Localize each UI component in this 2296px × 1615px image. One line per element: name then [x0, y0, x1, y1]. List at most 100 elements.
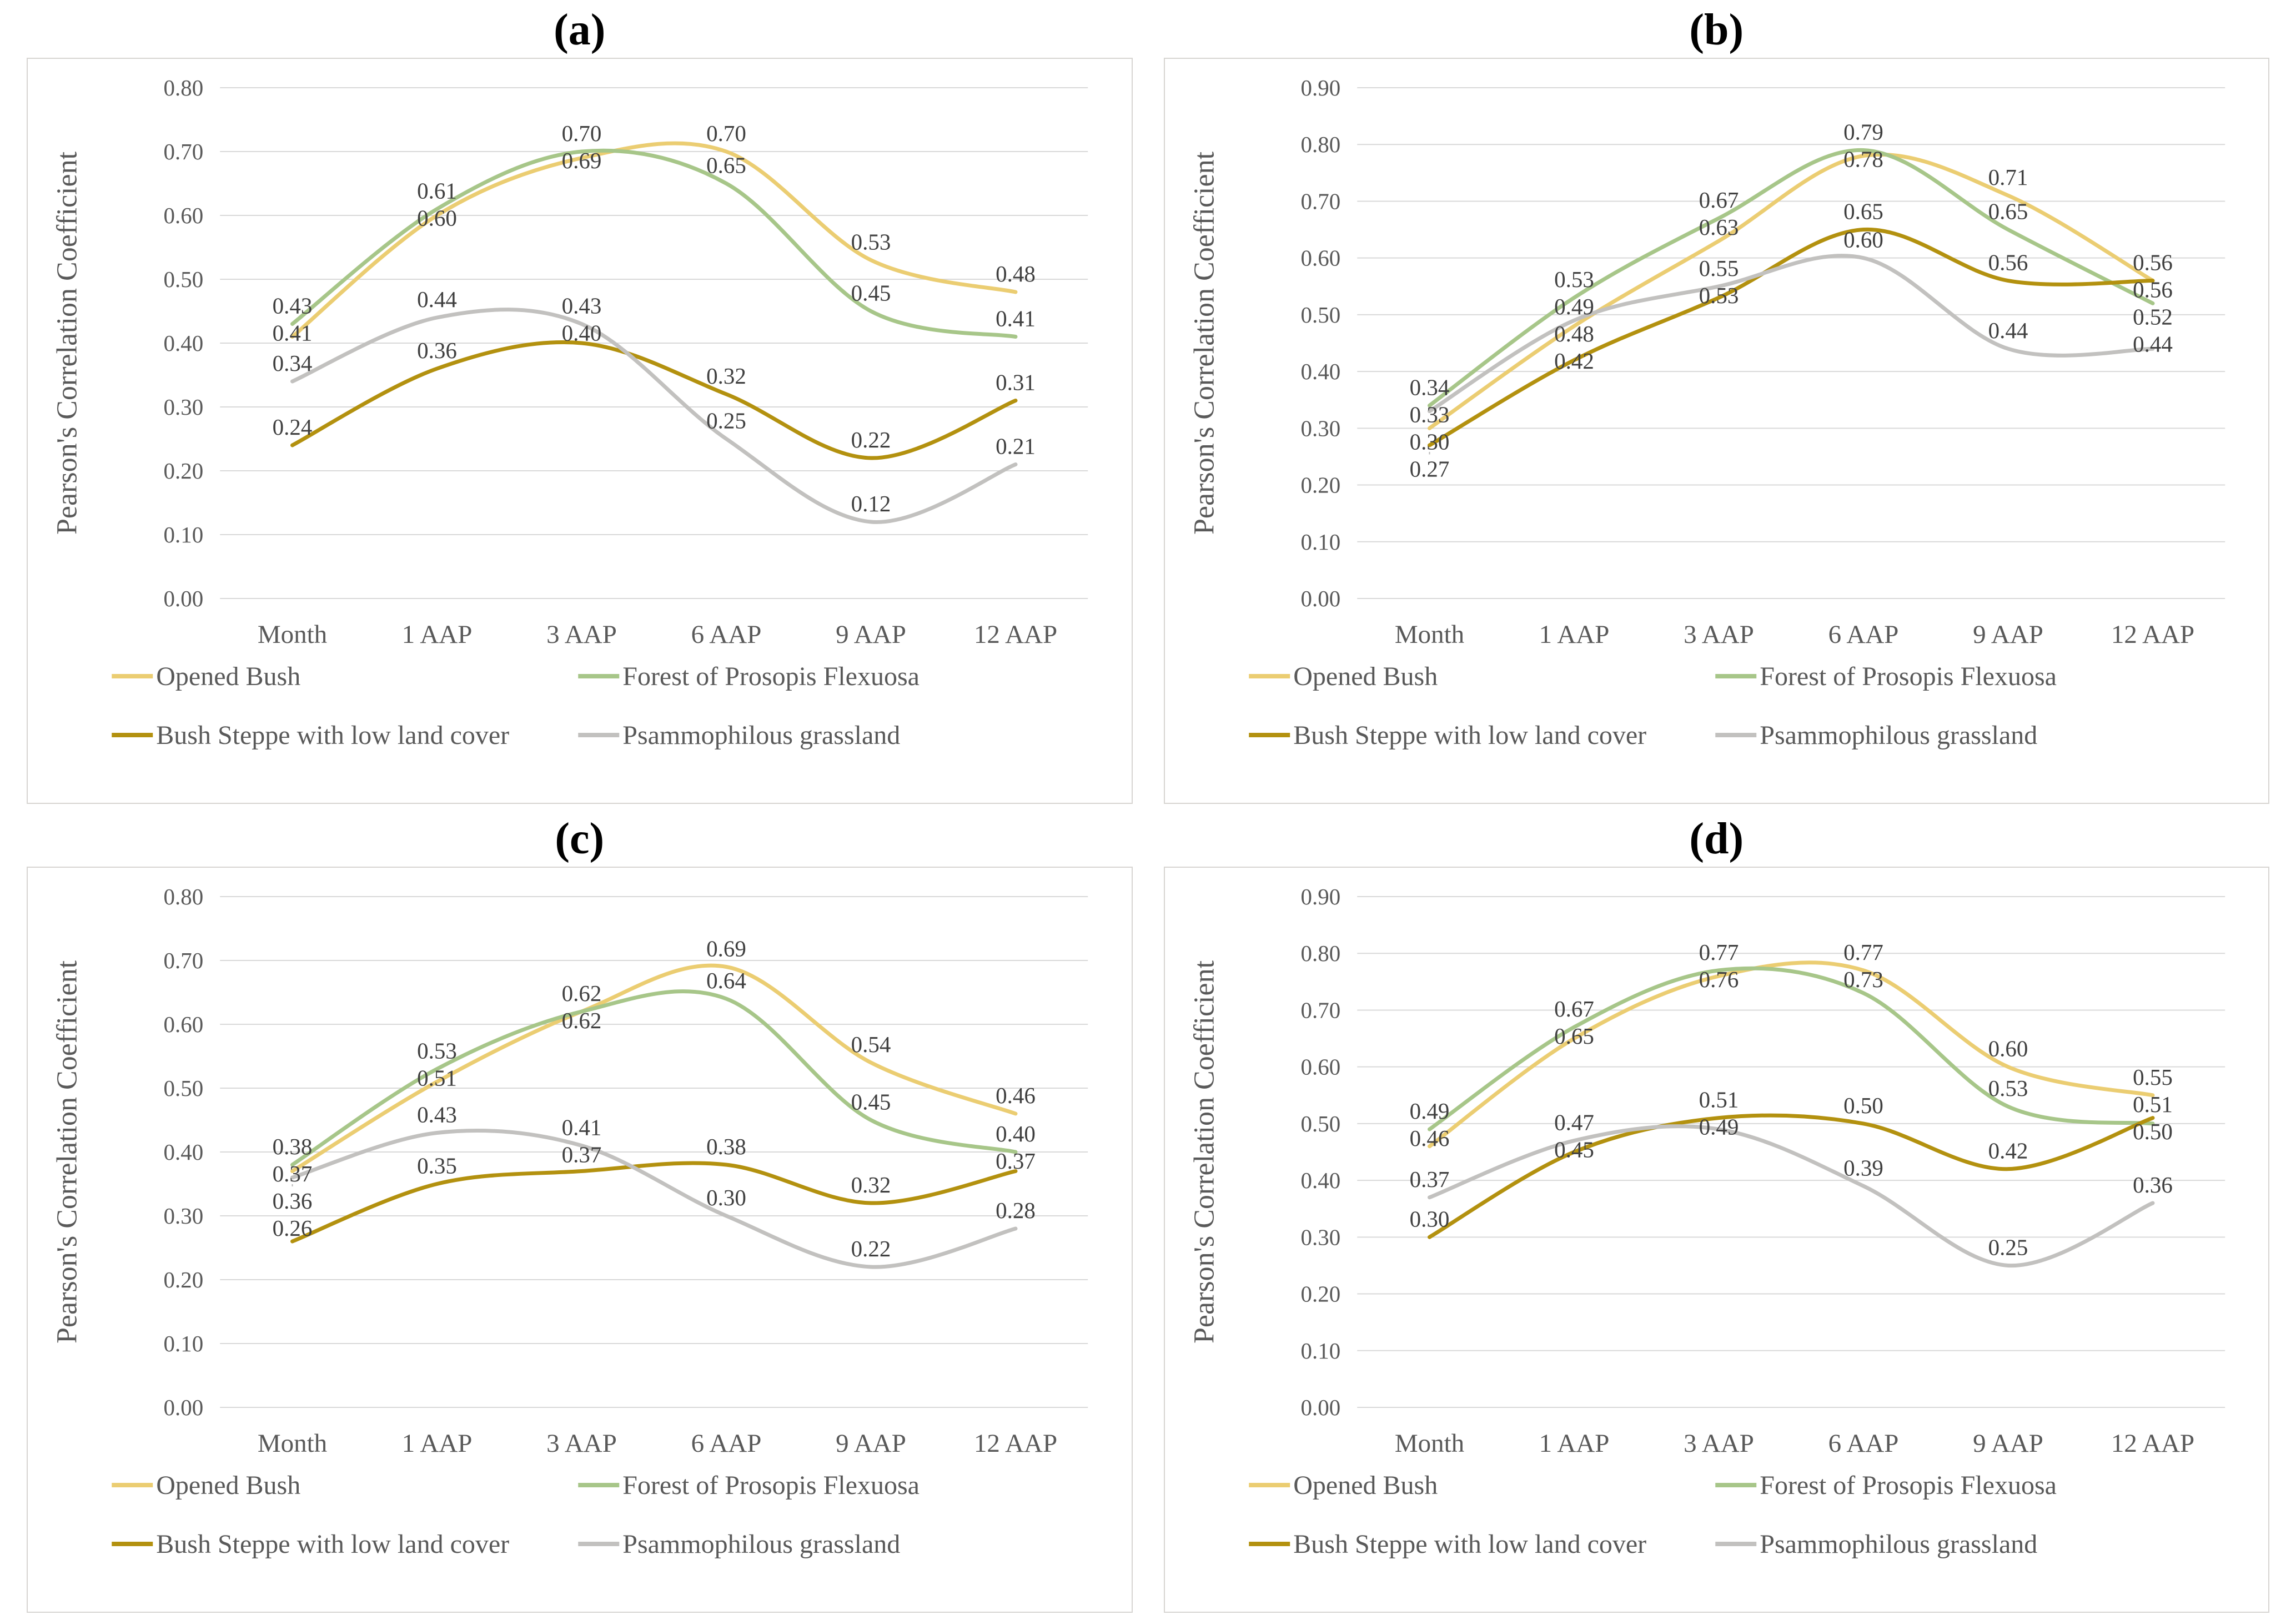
panel-a: (a) 0.00 0.10 0.20 0.30 0.40 0.50 0.60 0.70 0.80… [27, 2, 1133, 807]
series-line-opened-bush [290, 141, 1018, 339]
legend-item-bush-steppe-with-low-land-cover: Bush Steppe with low land cover [1248, 721, 1646, 750]
y-tick-label: 0.30 [164, 394, 204, 420]
data-label-forest-of-prosopis-flexuosa: 0.40 [996, 1121, 1036, 1146]
panel-c-chart: 0.00 0.10 0.20 0.30 0.40 0.50 0.60 0.70 0.80 Mont… [51, 884, 1088, 1559]
data-label-psammophilous-grassland: 0.49 [1699, 1114, 1739, 1139]
data-label-forest-of-prosopis-flexuosa: 0.38 [273, 1134, 313, 1159]
data-label-opened-bush: 0.37 [273, 1161, 313, 1186]
y-tick-label: 0.80 [164, 75, 204, 100]
panel-d-title: (d) [1689, 814, 1744, 863]
data-label-bush-steppe-with-low-land-cover: 0.36 [417, 338, 457, 363]
data-label-psammophilous-grassland: 0.34 [273, 350, 313, 376]
data-label-bush-steppe-with-low-land-cover: 0.42 [1988, 1138, 2028, 1163]
panel-a-chart-box: 0.00 0.10 0.20 0.30 0.40 0.50 0.60 0.70 0.80 Mont… [27, 58, 1133, 804]
legend-label-forest-of-prosopis-flexuosa: Forest of Prosopis Flexuosa [622, 1471, 920, 1500]
data-label-opened-bush: 0.46 [1409, 1125, 1449, 1151]
data-label-psammophilous-grassland: 0.28 [996, 1198, 1036, 1223]
panel-d-chart: 0.00 0.10 0.20 0.30 0.40 0.50 0.60 0.70 0.80 0.90… [1188, 884, 2225, 1559]
y-tick-label: 0.40 [1300, 359, 1340, 384]
y-tick-label: 0.10 [164, 1331, 204, 1356]
data-label-bush-steppe-with-low-land-cover: 0.32 [706, 363, 746, 389]
y-axis-title: Pearson's Correlation Coefficient [51, 960, 83, 1344]
x-category-label: 1 AAP [1539, 620, 1609, 649]
data-label-opened-bush: 0.71 [1988, 164, 2028, 190]
x-category-label: 9 AAP [836, 620, 906, 649]
data-label-bush-steppe-with-low-land-cover: 0.30 [1409, 1206, 1449, 1231]
legend-item-psammophilous-grassland: Psammophilous grassland [578, 1530, 900, 1559]
y-tick-label: 0.80 [164, 884, 204, 909]
y-tick-label: 0.30 [164, 1203, 204, 1229]
data-label-bush-steppe-with-low-land-cover: 0.38 [706, 1134, 746, 1159]
y-axis-title: Pearson's Correlation Coefficient [1188, 151, 1220, 535]
x-category-label: Month [1394, 1429, 1464, 1458]
data-label-bush-steppe-with-low-land-cover: 0.45 [1554, 1136, 1594, 1162]
legend-label-forest-of-prosopis-flexuosa: Forest of Prosopis Flexuosa [622, 662, 920, 691]
x-category-label: 6 AAP [1828, 1429, 1898, 1458]
data-label-psammophilous-grassland: 0.36 [273, 1188, 313, 1214]
data-label-forest-of-prosopis-flexuosa: 0.49 [1409, 1098, 1449, 1124]
data-label-bush-steppe-with-low-land-cover: 0.42 [1554, 348, 1594, 374]
data-label-opened-bush: 0.48 [1554, 321, 1594, 346]
panel-c-title: (c) [555, 814, 605, 863]
legend-item-forest-of-prosopis-flexuosa: Forest of Prosopis Flexuosa [578, 662, 920, 691]
x-category-label: 3 AAP [1684, 620, 1754, 649]
data-label-psammophilous-grassland: 0.21 [996, 434, 1036, 459]
legend-item-opened-bush: Opened Bush [112, 662, 300, 691]
x-category-label: 1 AAP [1539, 1429, 1609, 1458]
y-tick-label: 0.00 [1300, 1395, 1340, 1420]
data-label-bush-steppe-with-low-land-cover: 0.56 [1988, 250, 2028, 275]
series-line-forest-of-prosopis-flexuosa [1427, 966, 2154, 1131]
x-category-label: 3 AAP [546, 1429, 617, 1458]
data-label-bush-steppe-with-low-land-cover: 0.50 [1843, 1092, 1883, 1118]
data-label-bush-steppe-with-low-land-cover: 0.26 [273, 1215, 313, 1241]
legend-item-psammophilous-grassland: Psammophilous grassland [1715, 721, 2037, 750]
data-label-psammophilous-grassland: 0.25 [1988, 1234, 2028, 1260]
panel-c-chart-box: 0.00 0.10 0.20 0.30 0.40 0.50 0.60 0.70 0.80 Mont… [27, 866, 1133, 1613]
y-tick-label: 0.10 [1300, 529, 1340, 555]
series-line-psammophilous-grassland [290, 1128, 1018, 1269]
x-category-label: 1 AAP [402, 1429, 473, 1458]
series-line-psammophilous-grassland [1427, 1124, 2154, 1267]
legend-label-psammophilous-grassland: Psammophilous grassland [1760, 1530, 2037, 1559]
legend-item-psammophilous-grassland: Psammophilous grassland [578, 721, 900, 750]
data-label-opened-bush: 0.77 [1843, 939, 1883, 964]
data-label-psammophilous-grassland: 0.37 [1409, 1166, 1449, 1191]
legend-label-opened-bush: Opened Bush [1293, 662, 1438, 691]
data-label-forest-of-prosopis-flexuosa: 0.73 [1843, 966, 1883, 992]
y-tick-label: 0.30 [1300, 1224, 1340, 1250]
series-line-opened-bush [290, 963, 1018, 1173]
data-label-forest-of-prosopis-flexuosa: 0.62 [562, 1008, 602, 1033]
legend-item-bush-steppe-with-low-land-cover: Bush Steppe with low land cover [1248, 1530, 1646, 1559]
data-label-forest-of-prosopis-flexuosa: 0.79 [1843, 119, 1883, 144]
data-label-forest-of-prosopis-flexuosa: 0.53 [1988, 1075, 2028, 1101]
data-label-forest-of-prosopis-flexuosa: 0.53 [417, 1038, 457, 1063]
panel-c: (c) 0.00 0.10 0.20 0.30 0.40 0.50 0.60 0.70 0.80… [27, 811, 1133, 1615]
data-label-forest-of-prosopis-flexuosa: 0.45 [851, 280, 891, 306]
x-category-label: 12 AAP [2111, 620, 2194, 649]
data-label-psammophilous-grassland: 0.12 [851, 491, 891, 516]
data-label-bush-steppe-with-low-land-cover: 0.53 [1699, 283, 1739, 308]
x-category-label: 1 AAP [402, 620, 473, 649]
data-label-opened-bush: 0.69 [562, 148, 602, 173]
data-label-psammophilous-grassland: 0.49 [1554, 294, 1594, 319]
legend-item-forest-of-prosopis-flexuosa: Forest of Prosopis Flexuosa [1715, 1471, 2056, 1500]
data-label-bush-steppe-with-low-land-cover: 0.37 [996, 1148, 1036, 1174]
y-tick-label: 0.20 [164, 1267, 204, 1292]
data-label-bush-steppe-with-low-land-cover: 0.35 [417, 1153, 457, 1178]
data-label-forest-of-prosopis-flexuosa: 0.65 [1988, 199, 2028, 224]
data-label-psammophilous-grassland: 0.22 [851, 1236, 891, 1261]
y-axis-title: Pearson's Correlation Coefficient [1188, 960, 1220, 1344]
legend-label-bush-steppe-with-low-land-cover: Bush Steppe with low land cover [156, 721, 509, 750]
series-line-forest-of-prosopis-flexuosa [290, 148, 1018, 339]
legend-item-psammophilous-grassland: Psammophilous grassland [1715, 1530, 2037, 1559]
y-tick-label: 0.00 [1300, 586, 1340, 611]
y-tick-label: 0.20 [164, 458, 204, 484]
data-label-opened-bush: 0.53 [851, 229, 891, 255]
data-label-psammophilous-grassland: 0.60 [1843, 227, 1883, 253]
legend-label-bush-steppe-with-low-land-cover: Bush Steppe with low land cover [1293, 721, 1646, 750]
legend-label-forest-of-prosopis-flexuosa: Forest of Prosopis Flexuosa [1760, 662, 2057, 691]
legend-label-opened-bush: Opened Bush [156, 1471, 300, 1500]
y-tick-label: 0.20 [1300, 472, 1340, 498]
data-label-forest-of-prosopis-flexuosa: 0.64 [706, 968, 746, 993]
data-label-forest-of-prosopis-flexuosa: 0.41 [996, 306, 1036, 331]
